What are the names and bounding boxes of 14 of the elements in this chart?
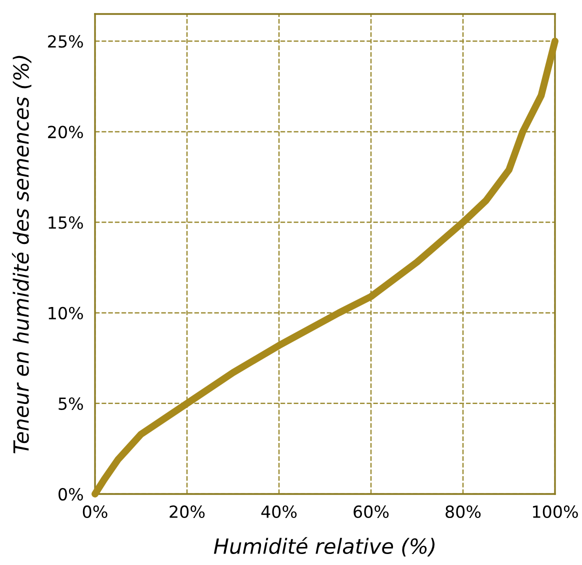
x-tick-label: 80% [446,505,481,518]
x-tick-label: 100% [533,505,578,518]
y-tick-label: 10% [48,306,83,320]
x-tick-label: 40% [261,505,297,518]
y-tick-label: 20% [48,126,83,138]
y-tick-label: 5% [58,397,83,410]
y-tick-label: 15% [48,216,83,229]
x-tick-label: 0% [82,505,108,518]
x-tick-label: 20% [170,505,205,518]
x-axis-title: Humidité relative (%) [214,537,435,556]
x-tick-label: 60% [354,505,389,518]
y-tick-label: 0% [58,488,83,501]
y-tick-label: 25% [48,35,83,48]
y-axis-title: Teneur en humidité des semences (%) [12,56,32,454]
